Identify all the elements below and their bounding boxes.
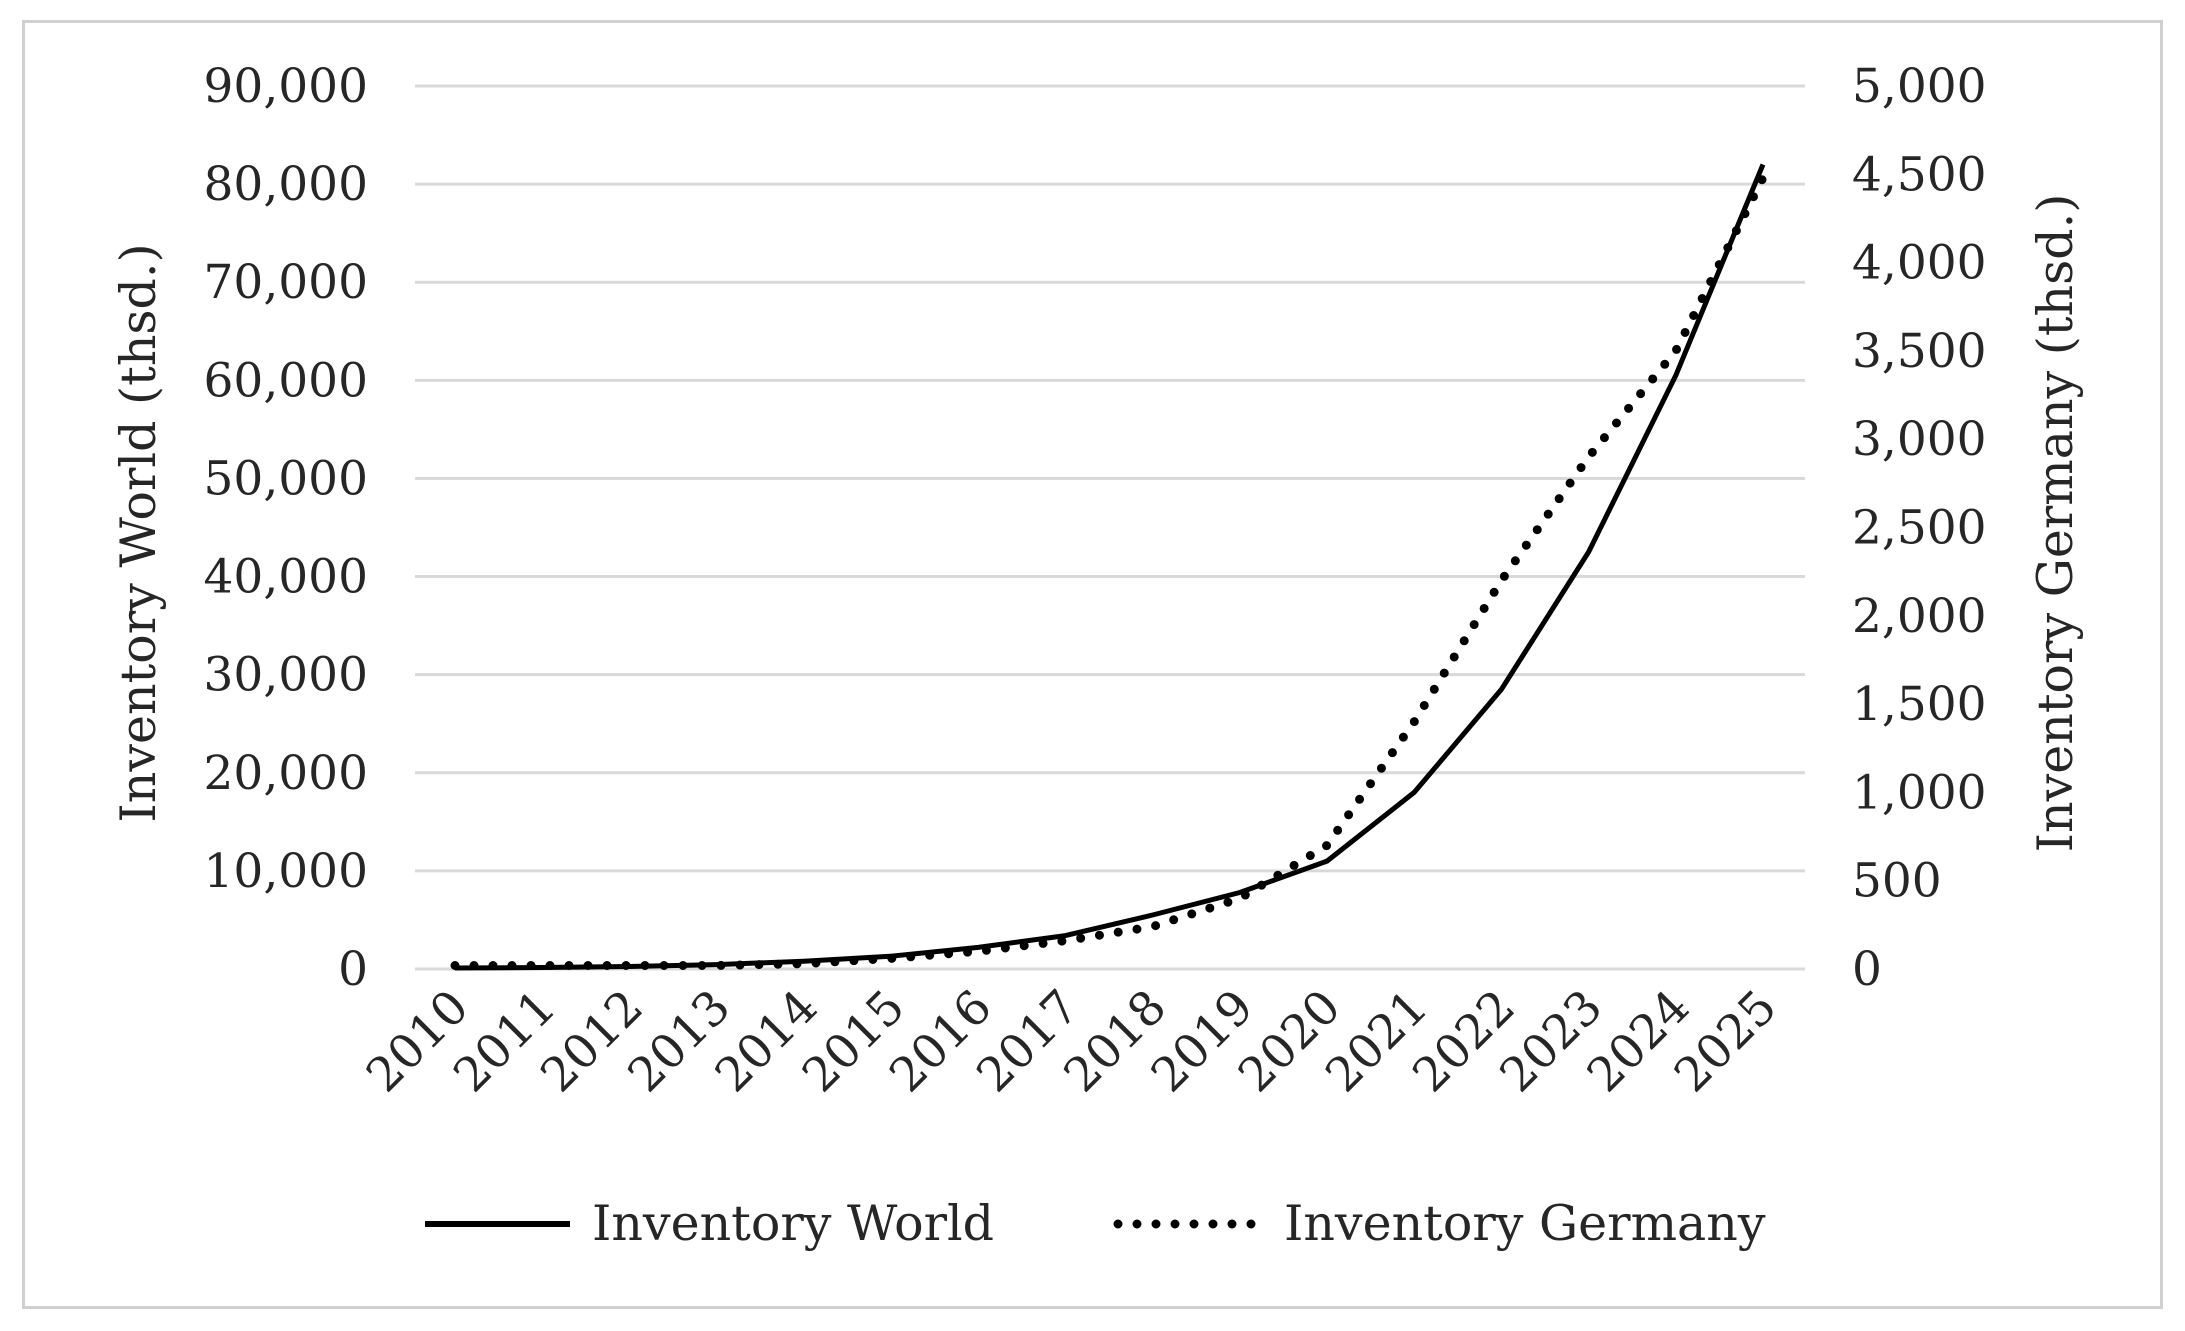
right-y-tick-label: 500 [1852, 854, 1942, 909]
x-axis-ticks: 2010201120122013201420152016201720182019… [356, 980, 1787, 1103]
left-axis-title: Inventory World (thsd.) [110, 243, 167, 822]
legend-label: Inventory Germany [1284, 1195, 1766, 1252]
left-y-tick-label: 0 [338, 942, 368, 997]
left-y-tick-label: 20,000 [204, 746, 368, 801]
legend-label: Inventory World [592, 1195, 994, 1252]
left-y-tick-label: 90,000 [204, 59, 368, 114]
series-lines [450, 163, 1768, 971]
x-tick-label: 2024 [1577, 980, 1700, 1103]
left-y-axis-ticks: 0 10,000 20,000 30,000 40,000 50,000 60,000 70,… [204, 59, 368, 997]
right-y-tick-label: 2,000 [1852, 589, 1987, 644]
x-tick-label: 2016 [879, 980, 1002, 1103]
left-y-tick-label: 60,000 [204, 353, 368, 408]
gridlines [415, 84, 1805, 971]
x-tick-label: 2010 [356, 980, 479, 1103]
right-y-tick-label: 0 [1852, 942, 1882, 997]
x-tick-label: 2018 [1054, 980, 1177, 1103]
x-tick-label: 2017 [966, 980, 1089, 1103]
right-axis-title: Inventory Germany (thsd.) [2027, 194, 2084, 853]
x-tick-label: 2015 [792, 980, 915, 1103]
left-y-tick-label: 70,000 [204, 255, 368, 310]
world-series-line [454, 163, 1766, 971]
right-y-tick-label: 4,500 [1852, 147, 1987, 202]
x-tick-label: 2019 [1141, 980, 1264, 1103]
right-y-tick-label: 1,000 [1852, 765, 1987, 820]
right-y-tick-label: 3,000 [1852, 412, 1987, 467]
legend: Inventory World Inventory Germany [425, 1195, 1766, 1252]
x-tick-label: 2021 [1315, 980, 1438, 1103]
left-y-tick-label: 40,000 [204, 550, 368, 605]
left-y-tick-label: 50,000 [204, 451, 368, 506]
x-tick-label: 2011 [443, 980, 566, 1103]
right-y-tick-label: 5,000 [1852, 59, 1987, 114]
right-y-axis-ticks: 0 500 1,000 1,500 2,000 2,500 3,000 3,500 4,000 4… [1852, 59, 1987, 997]
x-tick-label: 2022 [1402, 980, 1525, 1103]
x-tick-label: 2012 [530, 980, 653, 1103]
x-tick-label: 2023 [1490, 980, 1613, 1103]
right-y-tick-label: 4,000 [1852, 236, 1987, 291]
left-y-tick-label: 80,000 [204, 157, 368, 212]
germany-series-line [450, 173, 1768, 970]
left-y-tick-label: 30,000 [204, 648, 368, 703]
right-y-tick-label: 3,500 [1852, 324, 1987, 379]
chart-frame [22, 20, 2163, 1309]
right-y-tick-label: 1,500 [1852, 677, 1987, 732]
x-tick-label: 2013 [618, 980, 741, 1103]
right-y-tick-label: 2,500 [1852, 501, 1987, 556]
x-tick-label: 2020 [1228, 980, 1351, 1103]
left-y-tick-label: 10,000 [204, 844, 368, 899]
x-tick-label: 2014 [705, 980, 828, 1103]
x-tick-label: 2025 [1664, 980, 1787, 1103]
